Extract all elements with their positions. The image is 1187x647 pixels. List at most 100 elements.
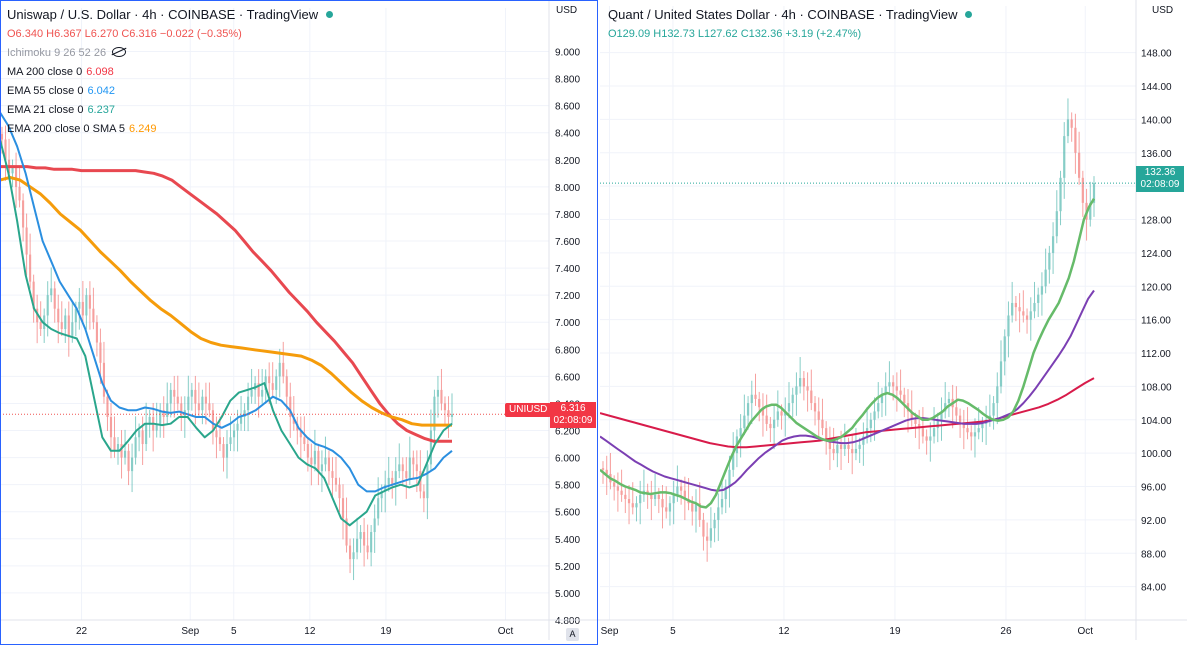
qntusd-unit-label[interactable]: USD bbox=[1152, 5, 1174, 16]
indicator-label: Ichimoku 9 26 52 26 bbox=[7, 47, 107, 59]
candle-body bbox=[271, 383, 274, 390]
candle-body bbox=[138, 430, 141, 438]
candle-body bbox=[387, 477, 390, 485]
x-tick-label: 5 bbox=[231, 626, 237, 637]
candle-body bbox=[282, 362, 285, 377]
candle bbox=[190, 382, 193, 411]
candle-body bbox=[345, 518, 348, 546]
candle-body bbox=[299, 430, 302, 438]
candle bbox=[377, 477, 380, 526]
y-tick-label: 84.00 bbox=[1141, 583, 1166, 594]
candle bbox=[18, 165, 21, 208]
qntusd-title-row: Quant / United States Dollar · 4h · COIN… bbox=[608, 5, 973, 25]
qntusd-legend: Quant / United States Dollar · 4h · COIN… bbox=[608, 5, 973, 44]
candle bbox=[791, 387, 794, 418]
candle bbox=[197, 382, 200, 418]
candle-body bbox=[706, 536, 709, 541]
indicator-value: 6.098 bbox=[86, 66, 114, 78]
uniusd-title[interactable]: Uniswap / U.S. Dollar · 4h · COINBASE · … bbox=[7, 7, 319, 22]
candle bbox=[331, 457, 334, 499]
candle bbox=[799, 357, 802, 394]
candle-body bbox=[772, 419, 776, 429]
candle-body bbox=[247, 396, 250, 411]
candle-body bbox=[109, 416, 113, 438]
candle-body bbox=[981, 423, 984, 429]
candle-body bbox=[1033, 302, 1036, 312]
candle bbox=[247, 382, 250, 432]
y-tick-label: 4.800 bbox=[555, 616, 580, 627]
candle-body bbox=[709, 528, 712, 541]
candle bbox=[155, 402, 158, 438]
candle-body bbox=[1063, 136, 1066, 178]
y-tick-label: 88.00 bbox=[1141, 549, 1166, 560]
candle-body bbox=[313, 450, 316, 465]
candle-body bbox=[1011, 302, 1014, 316]
candle bbox=[356, 517, 359, 560]
candle bbox=[123, 429, 127, 465]
candle bbox=[85, 288, 88, 330]
candle-body bbox=[99, 342, 102, 363]
hidden-eye-icon[interactable] bbox=[112, 47, 127, 57]
qntusd-chart-pane[interactable]: 148.00144.00140.00136.00132.00128.00124.… bbox=[600, 0, 1187, 647]
candle-body bbox=[910, 411, 913, 420]
candle bbox=[443, 396, 447, 425]
candle-body bbox=[32, 281, 35, 309]
candle-body bbox=[131, 457, 134, 472]
candle-body bbox=[1037, 294, 1040, 303]
indicator-row[interactable]: Ichimoku 9 26 52 26 bbox=[7, 44, 333, 63]
candle bbox=[1074, 113, 1077, 174]
candle bbox=[81, 280, 84, 323]
candle-body bbox=[327, 457, 331, 472]
qntusd-chart[interactable]: 148.00144.00140.00136.00132.00128.00124.… bbox=[600, 0, 1187, 647]
candle-body bbox=[412, 457, 415, 465]
uniusd-chart-pane[interactable]: 9.000 8.800 8.600 8.400 8.200 8.000 7.800 7.600… bbox=[0, 0, 600, 647]
candle-body bbox=[999, 361, 1003, 387]
candle bbox=[370, 525, 373, 567]
candle-body bbox=[377, 498, 380, 519]
candle-body bbox=[672, 494, 675, 504]
candle-body bbox=[1089, 202, 1092, 220]
candle-body bbox=[765, 415, 768, 424]
y-tick-label: 5.400 bbox=[555, 535, 580, 546]
qntusd-countdown: 02:08:09 bbox=[1140, 179, 1180, 190]
candle bbox=[635, 496, 638, 522]
uniusd-chart[interactable]: 9.000 8.800 8.600 8.400 8.200 8.000 7.800 7.600… bbox=[0, 0, 600, 647]
qntusd-title[interactable]: Quant / United States Dollar · 4h · COIN… bbox=[608, 7, 958, 22]
candle-body bbox=[962, 423, 965, 429]
candle bbox=[176, 375, 179, 411]
candle bbox=[999, 340, 1003, 394]
candle bbox=[899, 369, 902, 402]
indicator-row[interactable]: EMA 200 close 0 SMA 5 6.249 bbox=[7, 120, 333, 139]
candle bbox=[1092, 176, 1096, 217]
candle bbox=[254, 376, 257, 404]
candle-body bbox=[769, 423, 772, 429]
indicator-label: MA 200 close 0 bbox=[7, 66, 83, 78]
market-open-dot-icon bbox=[965, 11, 973, 18]
indicator-row[interactable]: EMA 21 close 0 6.237 bbox=[7, 101, 333, 120]
indicator-row[interactable]: MA 200 close 0 6.098 bbox=[7, 63, 333, 82]
candle bbox=[78, 287, 81, 330]
candle-body bbox=[64, 315, 67, 329]
candle bbox=[754, 373, 757, 406]
candle bbox=[1040, 272, 1044, 316]
candle bbox=[134, 416, 137, 465]
uniusd-unit-label[interactable]: USD bbox=[556, 5, 578, 16]
candle-body bbox=[970, 432, 973, 437]
ema200-sma-line bbox=[0, 175, 452, 427]
candle-body bbox=[713, 519, 716, 529]
candle-body bbox=[955, 407, 958, 416]
candle-body bbox=[914, 419, 917, 424]
indicator-row[interactable]: EMA 55 close 0 6.042 bbox=[7, 82, 333, 101]
candle-body bbox=[1025, 315, 1029, 320]
auto-scale-button[interactable]: A bbox=[566, 628, 579, 641]
candle bbox=[127, 443, 130, 486]
candle bbox=[201, 389, 204, 425]
candle-body bbox=[1092, 183, 1096, 203]
candle-body bbox=[884, 386, 887, 395]
candle-body bbox=[208, 403, 211, 411]
candle bbox=[769, 416, 772, 443]
candle-body bbox=[1014, 302, 1018, 308]
candle-body bbox=[992, 403, 995, 416]
candle-body bbox=[869, 419, 872, 429]
candle-body bbox=[22, 200, 25, 228]
